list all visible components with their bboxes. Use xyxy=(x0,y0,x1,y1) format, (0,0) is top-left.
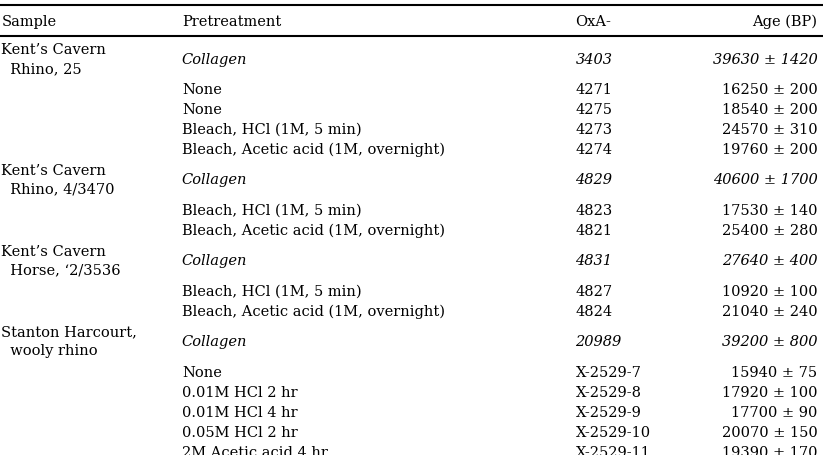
Text: Age (BP): Age (BP) xyxy=(752,15,817,29)
Text: 19760 ± 200: 19760 ± 200 xyxy=(722,143,817,157)
Text: 4831: 4831 xyxy=(575,254,612,268)
Text: 4274: 4274 xyxy=(575,143,612,157)
Text: 20989: 20989 xyxy=(575,335,622,349)
Text: X-2529-7: X-2529-7 xyxy=(575,366,641,379)
Text: Sample: Sample xyxy=(2,15,57,29)
Text: 0.05M HCl 2 hr: 0.05M HCl 2 hr xyxy=(182,425,298,440)
Text: Kent’s Cavern: Kent’s Cavern xyxy=(2,43,106,57)
Text: 4824: 4824 xyxy=(575,305,612,318)
Text: Bleach, Acetic acid (1M, overnight): Bleach, Acetic acid (1M, overnight) xyxy=(182,304,445,319)
Text: Bleach, Acetic acid (1M, overnight): Bleach, Acetic acid (1M, overnight) xyxy=(182,223,445,238)
Text: 24570 ± 310: 24570 ± 310 xyxy=(722,123,817,137)
Text: 2M Acetic acid 4 hr: 2M Acetic acid 4 hr xyxy=(182,445,328,455)
Text: Horse, ‘2/3536: Horse, ‘2/3536 xyxy=(2,263,121,278)
Text: 4271: 4271 xyxy=(575,83,612,97)
Text: X-2529-9: X-2529-9 xyxy=(575,405,641,420)
Text: X-2529-11: X-2529-11 xyxy=(575,445,650,455)
Text: 20070 ± 150: 20070 ± 150 xyxy=(722,425,817,440)
Text: 4273: 4273 xyxy=(575,123,612,137)
Text: 39200 ± 800: 39200 ± 800 xyxy=(722,335,817,349)
Text: 40600 ± 1700: 40600 ± 1700 xyxy=(713,173,817,187)
Text: Collagen: Collagen xyxy=(182,52,247,66)
Text: Collagen: Collagen xyxy=(182,335,247,349)
Text: 17920 ± 100: 17920 ± 100 xyxy=(722,385,817,399)
Text: OxA-: OxA- xyxy=(575,15,611,29)
Text: 15940 ± 75: 15940 ± 75 xyxy=(732,366,817,379)
Text: 4827: 4827 xyxy=(575,285,612,299)
Text: 39630 ± 1420: 39630 ± 1420 xyxy=(713,52,817,66)
Text: Bleach, Acetic acid (1M, overnight): Bleach, Acetic acid (1M, overnight) xyxy=(182,143,445,157)
Text: 4823: 4823 xyxy=(575,204,613,218)
Text: None: None xyxy=(182,366,221,379)
Text: wooly rhino: wooly rhino xyxy=(2,344,98,359)
Text: 17700 ± 90: 17700 ± 90 xyxy=(731,405,817,420)
Text: 10920 ± 100: 10920 ± 100 xyxy=(722,285,817,299)
Text: 27640 ± 400: 27640 ± 400 xyxy=(722,254,817,268)
Text: Bleach, HCl (1M, 5 min): Bleach, HCl (1M, 5 min) xyxy=(182,123,361,137)
Text: None: None xyxy=(182,83,221,97)
Text: 4821: 4821 xyxy=(575,224,612,238)
Text: Pretreatment: Pretreatment xyxy=(182,15,281,29)
Text: 21040 ± 240: 21040 ± 240 xyxy=(722,305,817,318)
Text: 25400 ± 280: 25400 ± 280 xyxy=(722,224,817,238)
Text: 17530 ± 140: 17530 ± 140 xyxy=(722,204,817,218)
Text: Rhino, 4/3470: Rhino, 4/3470 xyxy=(2,183,115,197)
Text: 4829: 4829 xyxy=(575,173,612,187)
Text: Rhino, 25: Rhino, 25 xyxy=(2,62,82,76)
Text: X-2529-8: X-2529-8 xyxy=(575,385,642,399)
Text: Stanton Harcourt,: Stanton Harcourt, xyxy=(2,325,137,339)
Text: 19390 ± 170: 19390 ± 170 xyxy=(722,445,817,455)
Text: 3403: 3403 xyxy=(575,52,612,66)
Text: 4275: 4275 xyxy=(575,103,612,117)
Text: None: None xyxy=(182,103,221,117)
Text: 0.01M HCl 2 hr: 0.01M HCl 2 hr xyxy=(182,385,297,399)
Text: Collagen: Collagen xyxy=(182,173,247,187)
Text: Collagen: Collagen xyxy=(182,254,247,268)
Text: X-2529-10: X-2529-10 xyxy=(575,425,651,440)
Text: 0.01M HCl 4 hr: 0.01M HCl 4 hr xyxy=(182,405,297,420)
Text: Kent’s Cavern: Kent’s Cavern xyxy=(2,245,106,258)
Text: Kent’s Cavern: Kent’s Cavern xyxy=(2,164,106,178)
Text: Bleach, HCl (1M, 5 min): Bleach, HCl (1M, 5 min) xyxy=(182,285,361,299)
Text: 16250 ± 200: 16250 ± 200 xyxy=(722,83,817,97)
Text: Bleach, HCl (1M, 5 min): Bleach, HCl (1M, 5 min) xyxy=(182,204,361,218)
Text: 18540 ± 200: 18540 ± 200 xyxy=(722,103,817,117)
